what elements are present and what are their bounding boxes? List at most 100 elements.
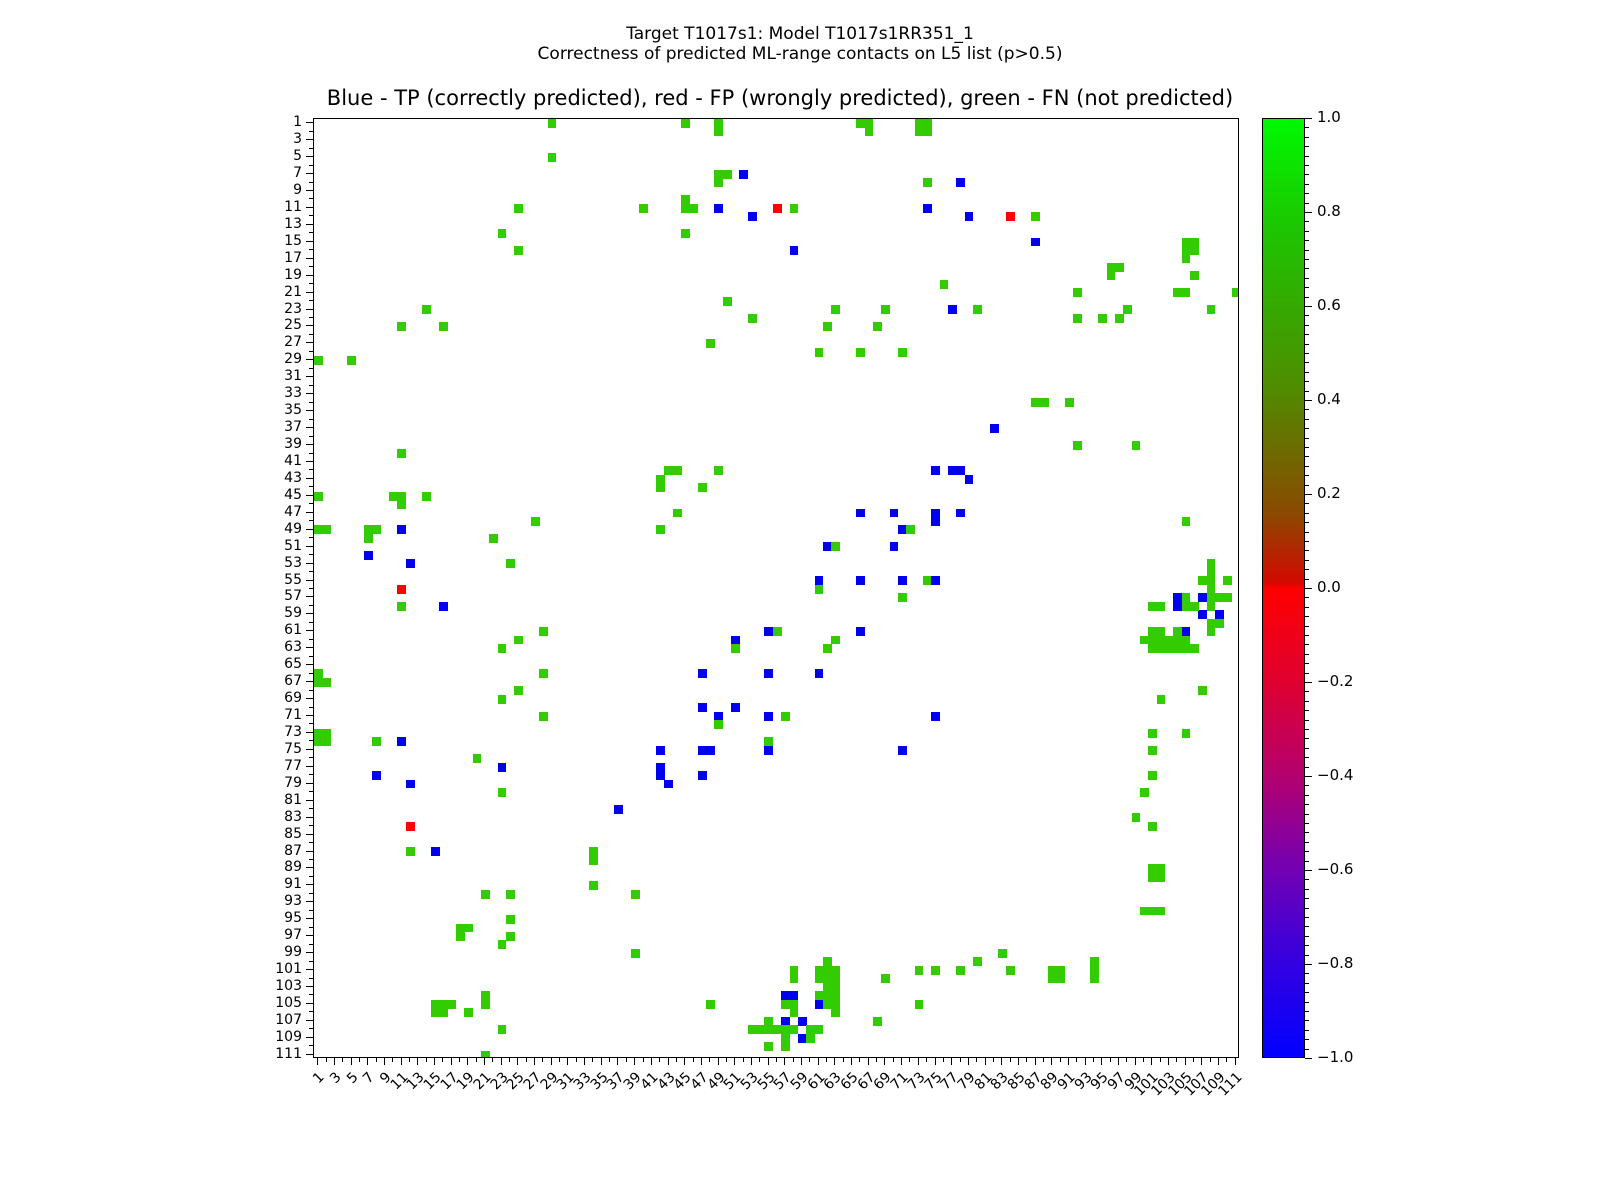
y-tick [306,1053,313,1055]
y-tick-label: 21 [284,283,302,300]
y-tick-label: 25 [284,317,302,334]
contact-cell [864,127,874,137]
contact-cell [455,923,465,933]
colorbar[interactable] [1262,118,1305,1058]
contact-cell [505,559,515,569]
y-tick [309,1011,313,1013]
contact-cell [1089,957,1099,967]
y-tick [309,588,313,589]
contact-cell [822,982,832,992]
contact-cell [897,525,907,535]
contact-cell [881,305,891,315]
contact-cell [656,474,665,484]
contact-cell [1198,610,1208,620]
contact-cell [931,517,941,526]
x-tick [517,1058,519,1065]
contact-cell [314,677,323,687]
y-tick-label: 55 [284,571,302,588]
contact-cell [314,737,323,747]
y-tick [306,511,313,513]
contact-cell [747,212,757,222]
x-tick [1234,1058,1236,1065]
contact-cell [822,965,832,975]
x-tick [417,1058,419,1065]
y-tick [309,300,313,302]
contact-cell [405,847,415,857]
y-tick [306,173,313,175]
contact-cell [1181,627,1191,636]
contact-cell [1214,618,1224,628]
contact-cell [480,999,490,1009]
x-tick [492,1058,494,1062]
contact-cell [372,771,382,780]
contact-cell [814,999,824,1009]
contact-cell [505,915,515,924]
colorbar-tick [1305,212,1312,213]
contact-cell [922,178,932,188]
colorbar-tick [1305,494,1312,495]
y-tick [306,206,313,208]
colorbar-minor-tick [1305,1001,1309,1003]
contact-cell [831,965,840,975]
contact-cell [914,119,924,128]
y-tick [309,520,313,522]
colorbar-minor-tick [1305,625,1309,627]
contact-cell [656,483,665,493]
y-tick-label: 31 [284,368,302,385]
x-tick [1226,1058,1228,1062]
x-tick [408,1058,410,1062]
x-tick [876,1058,878,1062]
y-tick-label: 5 [293,148,302,165]
y-tick [309,283,313,285]
contact-cell [1148,601,1157,611]
contact-cell [1048,974,1057,984]
contact-cell [1089,974,1099,984]
contact-cell [489,533,498,543]
contact-cell [831,999,840,1009]
contact-cell [822,974,832,984]
colorbar-minor-tick [1305,362,1309,364]
contact-cell [922,127,932,137]
contact-cell [1031,237,1041,247]
x-tick [909,1058,911,1062]
x-tick [625,1058,627,1062]
contact-cell [1056,974,1066,984]
x-tick [342,1058,344,1062]
contact-cells-layer [314,119,1238,1057]
colorbar-minor-tick [1305,381,1309,383]
x-tick [926,1058,928,1062]
contact-cell [397,737,407,747]
colorbar-minor-tick [1305,945,1309,947]
colorbar-minor-tick [1305,1011,1309,1012]
contact-cell [1206,601,1216,611]
colorbar-minor-tick [1305,240,1309,242]
contact-cell [797,1016,807,1026]
x-tick [509,1058,511,1062]
y-tick [309,960,313,962]
contact-cell [897,745,907,755]
contact-cell [939,279,949,289]
contact-cell [914,965,924,975]
contact-cell [764,745,774,755]
contact-cell [514,203,523,213]
y-tick [306,833,313,835]
contact-cell [1098,313,1107,323]
y-tick [306,528,313,530]
colorbar-tick [1305,118,1312,119]
contact-map-plot[interactable] [313,118,1239,1058]
contact-cell [772,203,782,213]
contact-cell [931,466,941,476]
contact-cell [722,296,732,306]
y-tick-label: 73 [284,723,302,740]
contact-cell [973,305,982,315]
colorbar-minor-tick [1305,888,1309,890]
x-tick [951,1058,953,1065]
x-tick [542,1058,544,1062]
contact-cell [814,965,824,975]
contact-cell [1064,398,1074,408]
colorbar-minor-tick [1305,747,1309,749]
y-tick [309,469,313,471]
contact-cell [1173,288,1183,298]
contact-cell [347,356,357,366]
contact-cell [1073,288,1082,298]
